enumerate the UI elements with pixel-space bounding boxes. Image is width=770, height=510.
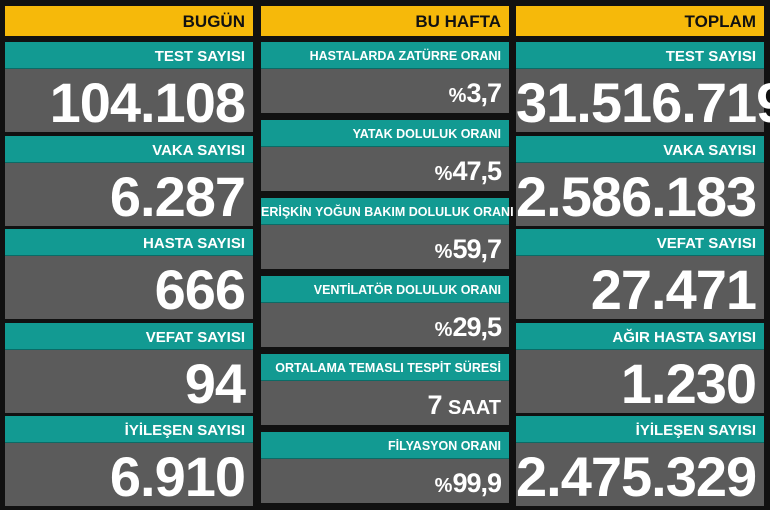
- value-text: 7: [427, 390, 442, 420]
- value-prefix: %: [434, 319, 453, 341]
- stat-value: 2.586.183: [516, 162, 764, 228]
- stat-value: 6.287: [5, 162, 253, 228]
- stat-cell: İYİLEŞEN SAYISI 6.910: [5, 416, 253, 509]
- header-text: BU HAFTA: [415, 12, 501, 31]
- value-unit: SAAT: [448, 397, 501, 419]
- value-text: 31.516.719: [516, 71, 770, 134]
- stat-label: YATAK DOLULUK ORANI: [261, 120, 509, 147]
- header-text: BUGÜN: [182, 12, 245, 31]
- stat-cell: YATAK DOLULUK ORANI %47,5: [261, 120, 509, 191]
- stat-value: 104.108: [5, 69, 253, 134]
- label-text: AĞIR HASTA SAYISI: [612, 328, 756, 346]
- label-text: VEFAT SAYISI: [145, 328, 245, 346]
- column: TOPLAM TEST SAYISI 31.516.719 VAKA SAYISI 2.…: [516, 6, 770, 508]
- stat-cell: AĞIR HASTA SAYISI 1.230: [516, 322, 764, 415]
- label-text: VAKA SAYISI: [152, 141, 245, 159]
- value-text: 47,5: [452, 156, 502, 186]
- column-header: BU HAFTA: [261, 6, 509, 36]
- stat-value: %99,9: [261, 459, 509, 503]
- value-text: 3,7: [466, 78, 502, 108]
- label-text: VENTİLATÖR DOLULUK ORANI: [313, 283, 501, 297]
- stat-label: HASTALARDA ZATÜRRE ORANI: [261, 42, 509, 69]
- stat-label: VEFAT SAYISI: [516, 229, 764, 257]
- value-text: 6.287: [109, 164, 246, 228]
- stat-value: 1.230: [516, 349, 764, 415]
- stat-value: 94: [5, 349, 253, 415]
- stat-cell: HASTA SAYISI 666: [5, 229, 253, 322]
- stat-cell: VEFAT SAYISI 27.471: [516, 229, 764, 322]
- value-prefix: %: [434, 241, 453, 263]
- label-text: İYİLEŞEN SAYISI: [124, 422, 245, 440]
- stat-label: İYİLEŞEN SAYISI: [516, 416, 764, 444]
- value-text: 99,9: [452, 468, 502, 498]
- stat-value: %47,5: [261, 147, 509, 191]
- stat-label: TEST SAYISI: [5, 42, 253, 69]
- stat-value: 666: [5, 256, 253, 322]
- stat-label: VAKA SAYISI: [5, 135, 253, 163]
- stat-label: TEST SAYISI: [516, 42, 764, 69]
- value-text: 104.108: [49, 71, 246, 134]
- value-text: 6.910: [109, 445, 246, 509]
- label-text: ORTALAMA TEMASLI TESPİT SÜRESİ: [275, 361, 501, 375]
- stat-cell: ERİŞKİN YOĞUN BAKIM DOLULUK ORANI %59,7: [261, 198, 514, 269]
- stat-cell: VEFAT SAYISI 94: [5, 322, 253, 415]
- stat-value: 31.516.719: [516, 69, 770, 134]
- value-text: 2.475.329: [516, 445, 757, 509]
- stat-label: AĞIR HASTA SAYISI: [516, 322, 764, 350]
- stat-cell: VAKA SAYISI 2.586.183: [516, 135, 764, 228]
- label-text: VEFAT SAYISI: [656, 235, 756, 253]
- stat-label: ERİŞKİN YOĞUN BAKIM DOLULUK ORANI: [261, 198, 514, 225]
- stat-value: %3,7: [261, 69, 509, 113]
- value-text: 666: [154, 258, 246, 322]
- label-text: İYİLEŞEN SAYISI: [635, 422, 756, 440]
- value-text: 1.230: [620, 351, 757, 415]
- label-text: YATAK DOLULUK ORANI: [352, 127, 501, 141]
- stat-cell: VAKA SAYISI 6.287: [5, 135, 253, 228]
- stat-label: HASTA SAYISI: [5, 229, 253, 257]
- label-text: TEST SAYISI: [665, 48, 756, 65]
- value-prefix: %: [448, 85, 467, 107]
- value-prefix: %: [434, 163, 453, 185]
- stat-label: FİLYASYON ORANI: [261, 432, 509, 459]
- stat-cell: TEST SAYISI 31.516.719: [516, 42, 770, 134]
- stat-label: VAKA SAYISI: [516, 135, 764, 163]
- column-header: BUGÜN: [5, 6, 253, 36]
- stat-value: 7 SAAT: [261, 381, 509, 425]
- stat-value: 6.910: [5, 443, 253, 509]
- stat-value: 2.475.329: [516, 443, 764, 509]
- stat-label: ORTALAMA TEMASLI TESPİT SÜRESİ: [261, 354, 509, 381]
- value-text: 27.471: [590, 258, 757, 322]
- stat-cell: FİLYASYON ORANI %99,9: [261, 432, 509, 503]
- stat-label: İYİLEŞEN SAYISI: [5, 416, 253, 444]
- stat-label: VENTİLATÖR DOLULUK ORANI: [261, 276, 509, 303]
- stat-cell: TEST SAYISI 104.108: [5, 42, 253, 134]
- stat-label: VEFAT SAYISI: [5, 322, 253, 350]
- column: BUGÜN TEST SAYISI 104.108 VAKA SAYISI 6.287 H…: [5, 6, 253, 508]
- label-text: ERİŞKİN YOĞUN BAKIM DOLULUK ORANI: [261, 205, 514, 219]
- value-prefix: %: [434, 475, 453, 497]
- stat-cell: HASTALARDA ZATÜRRE ORANI %3,7: [261, 42, 509, 113]
- value-text: 29,5: [452, 312, 502, 342]
- stat-cell: İYİLEŞEN SAYISI 2.475.329: [516, 416, 764, 509]
- column-header: TOPLAM: [516, 6, 764, 36]
- stat-cell: VENTİLATÖR DOLULUK ORANI %29,5: [261, 276, 509, 347]
- stat-cell: ORTALAMA TEMASLI TESPİT SÜRESİ 7 SAAT: [261, 354, 509, 425]
- value-text: 59,7: [452, 234, 502, 264]
- label-text: TEST SAYISI: [154, 48, 245, 65]
- label-text: VAKA SAYISI: [663, 141, 756, 159]
- column: BU HAFTA HASTALARDA ZATÜRRE ORANI %3,7 YATA…: [261, 6, 514, 503]
- label-text: HASTA SAYISI: [143, 235, 245, 253]
- header-text: TOPLAM: [684, 12, 756, 31]
- value-text: 94: [184, 351, 246, 415]
- stat-value: %29,5: [261, 303, 509, 347]
- value-text: 2.586.183: [516, 164, 757, 228]
- stat-value: %59,7: [261, 225, 509, 269]
- label-text: HASTALARDA ZATÜRRE ORANI: [309, 49, 501, 63]
- stat-value: 27.471: [516, 256, 764, 322]
- label-text: FİLYASYON ORANI: [388, 439, 501, 453]
